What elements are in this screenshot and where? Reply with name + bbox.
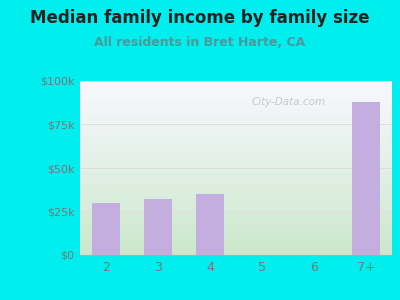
Text: All residents in Bret Harte, CA: All residents in Bret Harte, CA bbox=[94, 36, 306, 49]
Bar bbox=[92, 203, 120, 255]
Text: Median family income by family size: Median family income by family size bbox=[30, 9, 370, 27]
Bar bbox=[196, 194, 224, 255]
Text: City-Data.com: City-Data.com bbox=[252, 97, 326, 107]
Bar bbox=[144, 199, 172, 255]
Bar bbox=[352, 102, 380, 255]
